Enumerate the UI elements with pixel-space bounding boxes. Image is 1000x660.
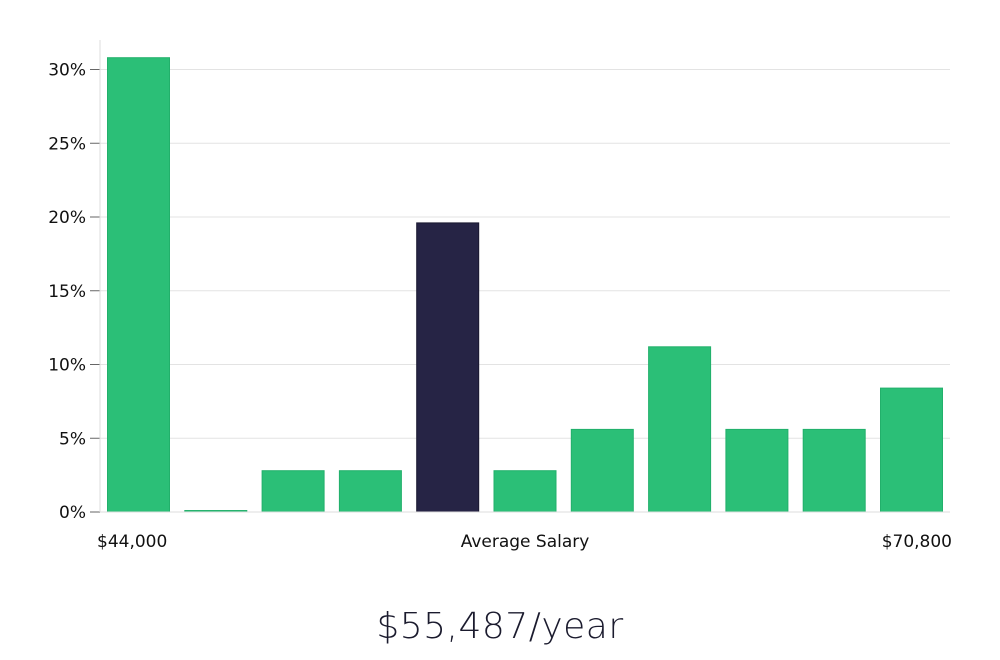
y-tick-label: 15% [48, 282, 86, 302]
x-label-max: $70,800 [882, 532, 952, 552]
y-axis-ticks: 0% 5% 10% 15% 20% 25% 30% [48, 61, 100, 523]
salary-distribution-chart: 0% 5% 10% 15% 20% 25% 30% $44,000 Average Sala… [48, 40, 952, 552]
bar [261, 470, 325, 513]
y-tick-label: 0% [59, 503, 86, 523]
bar [570, 428, 634, 513]
y-tick-label: 5% [59, 429, 86, 449]
bar [880, 387, 943, 513]
y-tick-label: 20% [48, 208, 86, 228]
bar [493, 470, 557, 513]
bar [802, 428, 866, 513]
bar-average [416, 222, 480, 513]
bar [338, 470, 402, 513]
bars [107, 57, 943, 513]
y-tick-label: 30% [48, 61, 86, 81]
grid-lines [100, 69, 950, 439]
y-tick-label: 10% [48, 356, 86, 376]
bar [648, 346, 712, 513]
average-salary-value: $55,487/year [376, 606, 624, 647]
y-tick-label: 25% [48, 134, 86, 154]
x-label-min: $44,000 [97, 532, 167, 552]
bar [107, 57, 170, 513]
bar [725, 428, 789, 513]
x-axis-title: Average Salary [461, 532, 590, 552]
